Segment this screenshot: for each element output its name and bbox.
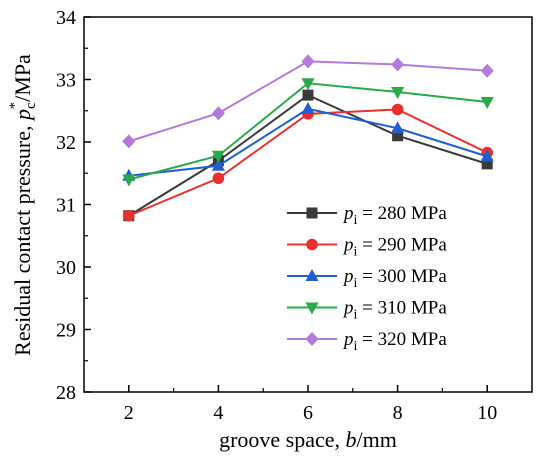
data-point xyxy=(481,158,493,170)
data-point xyxy=(302,89,314,101)
legend-label: pi = 310 MPa xyxy=(342,298,447,323)
x-tick-label: 6 xyxy=(303,402,313,424)
legend-label: pi = 320 MPa xyxy=(342,329,447,354)
y-axis-label: Residual contact pressure, pc*/MPa xyxy=(7,54,39,356)
y-tick-label: 31 xyxy=(56,195,76,217)
y-axis-label-sub: c xyxy=(23,102,39,109)
legend-label: pi = 300 MPa xyxy=(342,266,447,291)
data-point xyxy=(211,106,225,121)
legend-item-5: pi = 320 MPa xyxy=(287,329,447,354)
data-point xyxy=(211,150,225,163)
legend-item-4: pi = 310 MPa xyxy=(287,298,447,323)
x-axis-label-prefix: groove space, xyxy=(219,427,345,452)
legend-label-value: = 310 MPa xyxy=(357,298,447,319)
legend-label-var: p xyxy=(342,298,354,319)
legend-label-sub: i xyxy=(354,339,358,354)
series-layer xyxy=(122,54,494,222)
y-axis-label-sup: * xyxy=(7,102,23,110)
data-point xyxy=(480,63,494,78)
y-tick-label: 32 xyxy=(56,132,76,154)
x-axis-label-var: b xyxy=(346,427,357,452)
y-tick-label: 28 xyxy=(56,382,76,404)
series-4 xyxy=(122,78,494,187)
x-tick-label: 4 xyxy=(213,402,223,424)
x-tick-label: 2 xyxy=(124,402,134,424)
x-axis-label-suffix: /mm xyxy=(357,427,397,452)
legend-marker xyxy=(306,238,318,251)
y-axis-label-var: p xyxy=(10,109,35,122)
data-point xyxy=(392,130,404,142)
data-point xyxy=(212,172,225,185)
data-point xyxy=(480,97,494,109)
legend-marker xyxy=(305,332,319,346)
legend-label-var: p xyxy=(342,235,354,256)
y-tick-label: 34 xyxy=(56,7,76,29)
data-point xyxy=(301,78,315,91)
legend-label-value: = 300 MPa xyxy=(357,266,447,287)
legend-label-value: = 290 MPa xyxy=(357,235,447,256)
series-5 xyxy=(122,54,494,149)
legend-label-sub: i xyxy=(354,276,358,291)
legend-marker xyxy=(305,269,319,281)
legend-label-var: p xyxy=(342,266,354,287)
data-point xyxy=(301,101,315,114)
legend-marker xyxy=(306,207,318,219)
legend-item-2: pi = 290 MPa xyxy=(287,235,447,260)
data-point xyxy=(122,134,136,149)
y-tick-label: 30 xyxy=(56,257,76,279)
legend-item-3: pi = 300 MPa xyxy=(287,266,447,291)
legend-label-value: = 280 MPa xyxy=(357,203,447,224)
y-axis-label-suffix: /MPa xyxy=(10,54,35,102)
legend-label-value: = 320 MPa xyxy=(357,329,447,350)
data-point xyxy=(391,103,404,116)
legend-label: pi = 280 MPa xyxy=(342,203,447,228)
x-tick-label: 8 xyxy=(393,402,403,424)
data-point xyxy=(391,57,405,72)
data-point xyxy=(123,209,135,222)
x-tick-label: 10 xyxy=(477,402,497,424)
y-tick-label: 29 xyxy=(56,320,76,342)
data-point xyxy=(391,121,405,134)
data-point xyxy=(480,149,494,162)
data-point xyxy=(211,158,225,171)
legend-label-var: p xyxy=(342,329,354,350)
data-point xyxy=(301,54,315,69)
legend-marker xyxy=(305,302,319,315)
legend-label-sub: i xyxy=(354,245,358,260)
legend-label-sub: i xyxy=(354,213,358,228)
x-axis-label: groove space, b/mm xyxy=(219,427,397,452)
y-axis-label-prefix: Residual contact pressure, xyxy=(10,120,35,356)
legend-item-1: pi = 280 MPa xyxy=(287,203,447,228)
axis-ticks: 2 4 6 8 10 28 29 30 31 32 33 34 xyxy=(56,7,497,424)
data-point xyxy=(391,87,405,99)
legend-label: pi = 290 MPa xyxy=(342,235,447,260)
legend-label-sub: i xyxy=(354,308,358,323)
y-tick-label: 33 xyxy=(56,70,76,92)
legend-label-var: p xyxy=(342,203,354,224)
data-point xyxy=(122,174,136,187)
